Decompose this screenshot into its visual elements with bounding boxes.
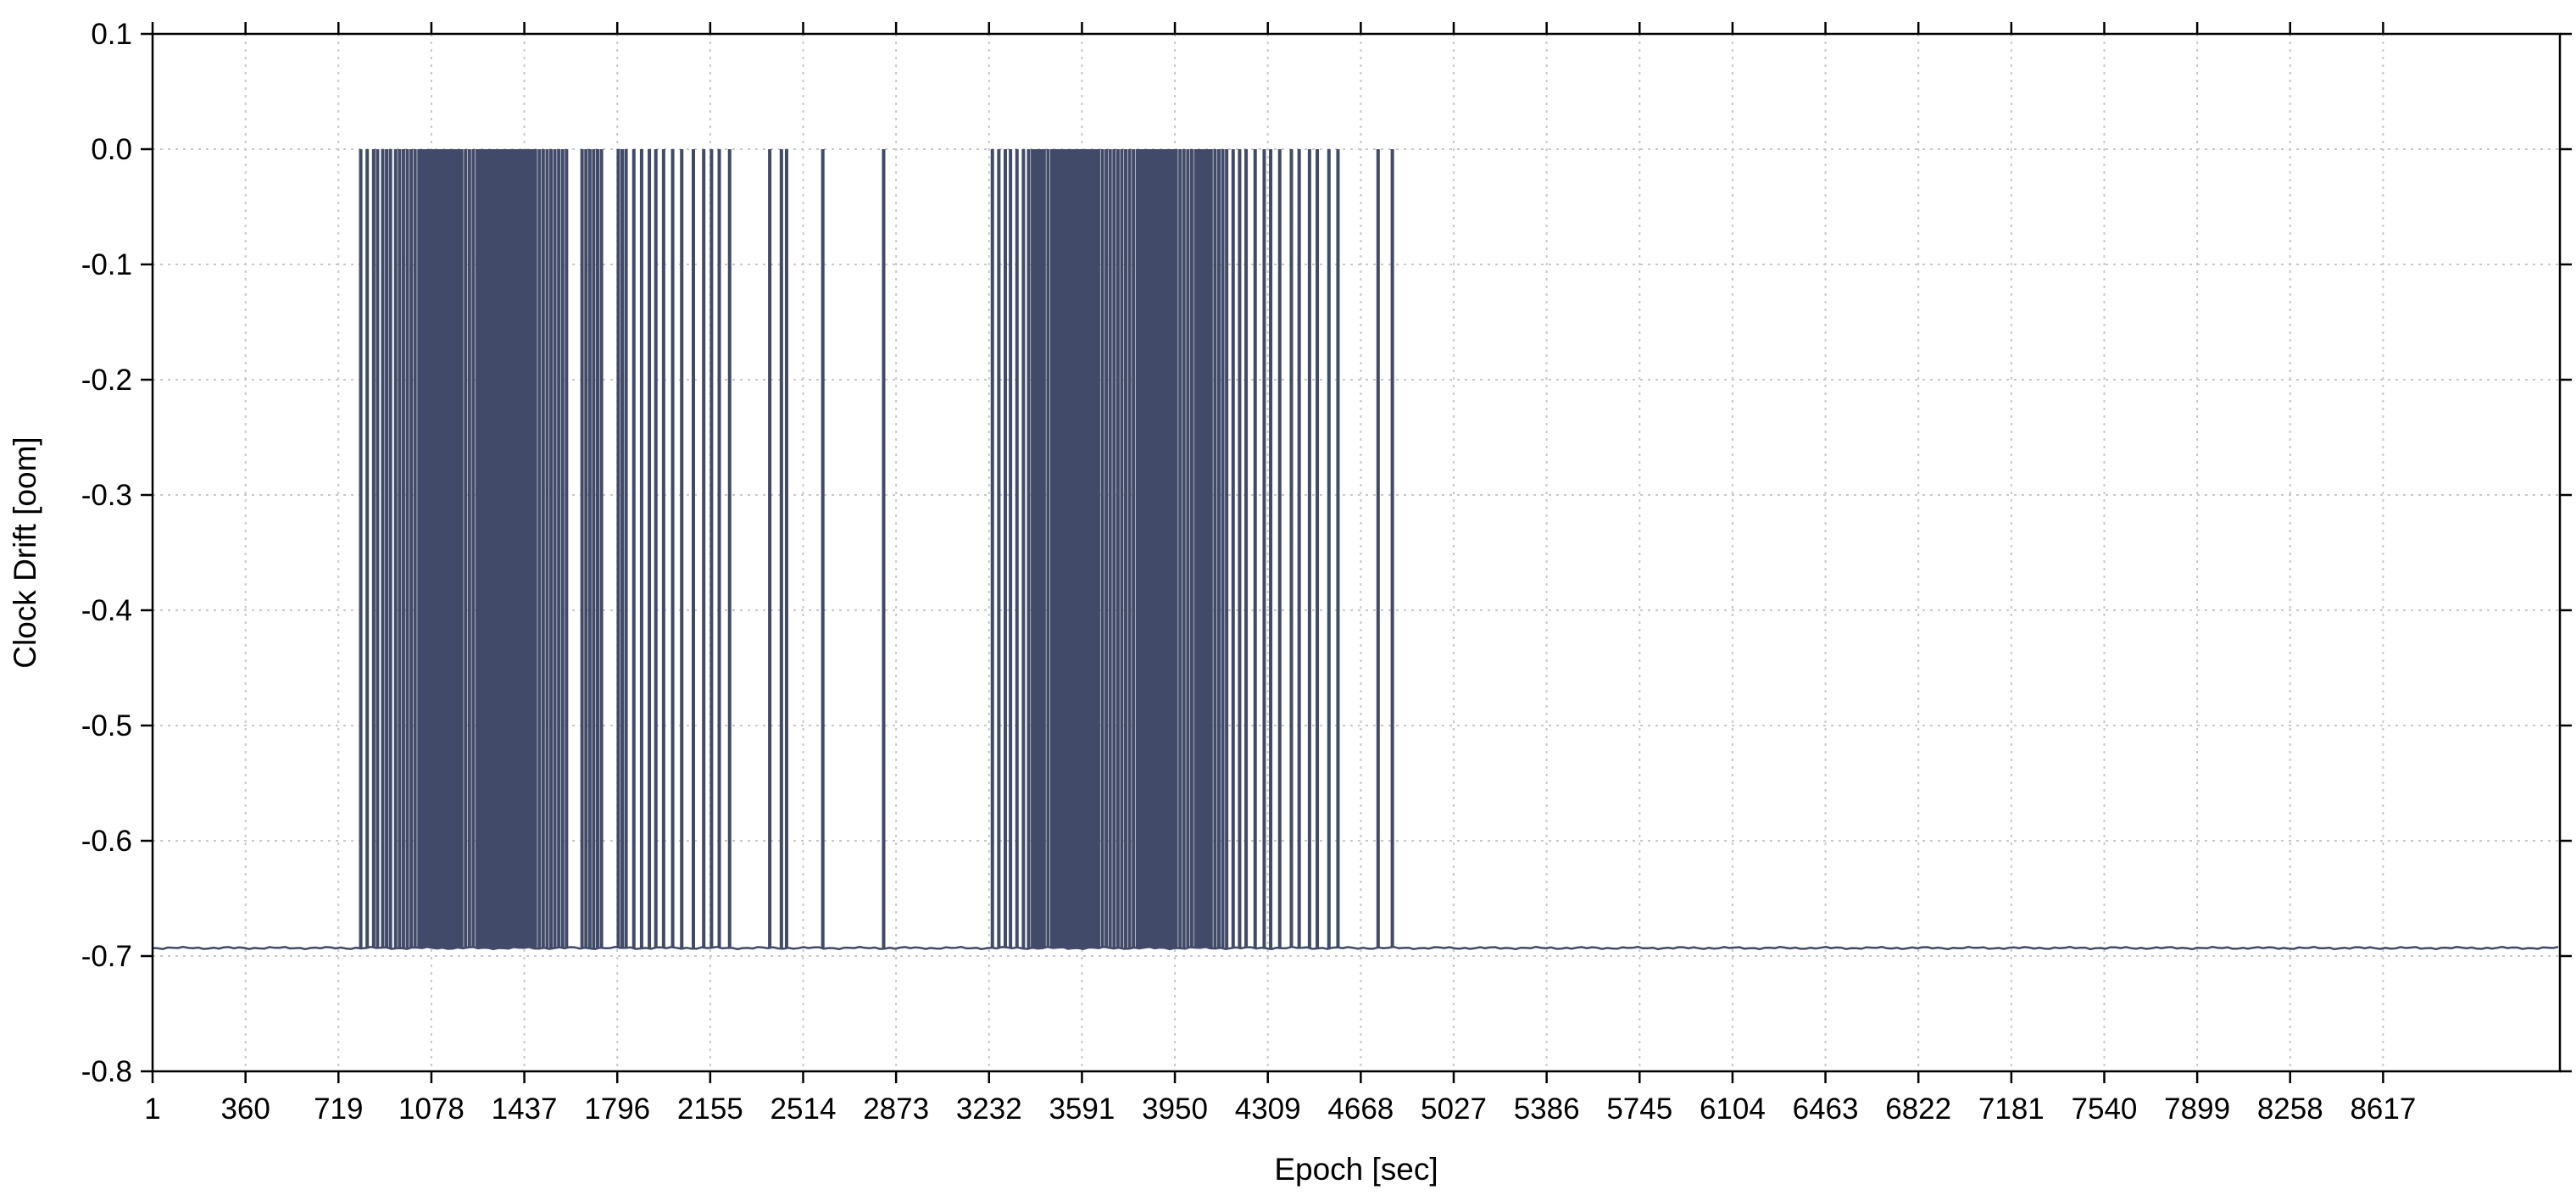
y-tick-label: -0.5 [81, 709, 132, 742]
x-tick-label: 5386 [1514, 1093, 1580, 1126]
x-tick-labels: 1 360 719 1078 1437 1796 2155 2514 2873 3232 3591 3… [144, 1093, 2416, 1126]
spike-burst [1136, 149, 1178, 948]
baseline-trace [152, 945, 2559, 951]
x-tick-label: 6104 [1700, 1093, 1766, 1126]
x-tick-label: 7181 [1978, 1093, 2045, 1126]
x-tick-label: 7540 [2072, 1093, 2138, 1126]
x-tick-label: 6822 [1885, 1093, 1951, 1126]
spike-burst [1032, 149, 1046, 948]
x-tick-label: 5745 [1606, 1093, 1672, 1126]
y-tick-label: -0.4 [81, 594, 132, 627]
spike-burst [419, 149, 464, 948]
y-tick-label: -0.1 [81, 248, 132, 281]
y-tick-labels: 0.1 0.0 -0.1 -0.2 -0.3 -0.4 -0.5 -0.6 -0.7 -0.8 [81, 18, 132, 1088]
spike-burst [1053, 149, 1100, 948]
x-tick-label: 360 [220, 1093, 270, 1126]
x-tick-label: 2873 [863, 1093, 929, 1126]
y-tick-label: 0.1 [91, 18, 132, 51]
y-axis-title: Clock Drift [oom] [8, 436, 42, 668]
x-tick-label: 5027 [1421, 1093, 1487, 1126]
x-tick-label: 4309 [1235, 1093, 1301, 1126]
x-tick-label: 3591 [1049, 1093, 1115, 1126]
x-tick-label: 1437 [492, 1093, 558, 1126]
x-tick-label: 1078 [398, 1093, 465, 1126]
spike-burst [478, 149, 536, 948]
x-axis-title: Epoch [sec] [1274, 1152, 1438, 1187]
x-tick-label: 2155 [677, 1093, 743, 1126]
x-tick-label: 8258 [2257, 1093, 2323, 1126]
y-tick-label: -0.6 [81, 825, 132, 858]
axis-ticks [141, 22, 2572, 1083]
grid-lines [152, 33, 2560, 1072]
x-tick-label: 3950 [1142, 1093, 1208, 1126]
y-tick-label: -0.8 [81, 1055, 132, 1088]
x-tick-label: 4668 [1327, 1093, 1394, 1126]
x-tick-label: 1 [144, 1093, 160, 1126]
y-tick-label: -0.7 [81, 940, 132, 973]
plot-frame [151, 32, 2562, 1073]
clock-drift-series [152, 149, 2559, 951]
x-tick-label: 6463 [1793, 1093, 1859, 1126]
y-tick-label: 0.0 [91, 133, 132, 166]
y-tick-label: -0.2 [81, 364, 132, 397]
x-tick-label: 719 [314, 1093, 363, 1126]
y-tick-label: -0.3 [81, 479, 132, 512]
x-tick-label: 7899 [2164, 1093, 2230, 1126]
spike-burst [1195, 149, 1211, 948]
x-tick-label: 3232 [956, 1093, 1022, 1126]
x-tick-label: 2514 [771, 1093, 837, 1126]
x-tick-label: 8617 [2350, 1093, 2416, 1126]
x-tick-label: 1796 [584, 1093, 650, 1126]
